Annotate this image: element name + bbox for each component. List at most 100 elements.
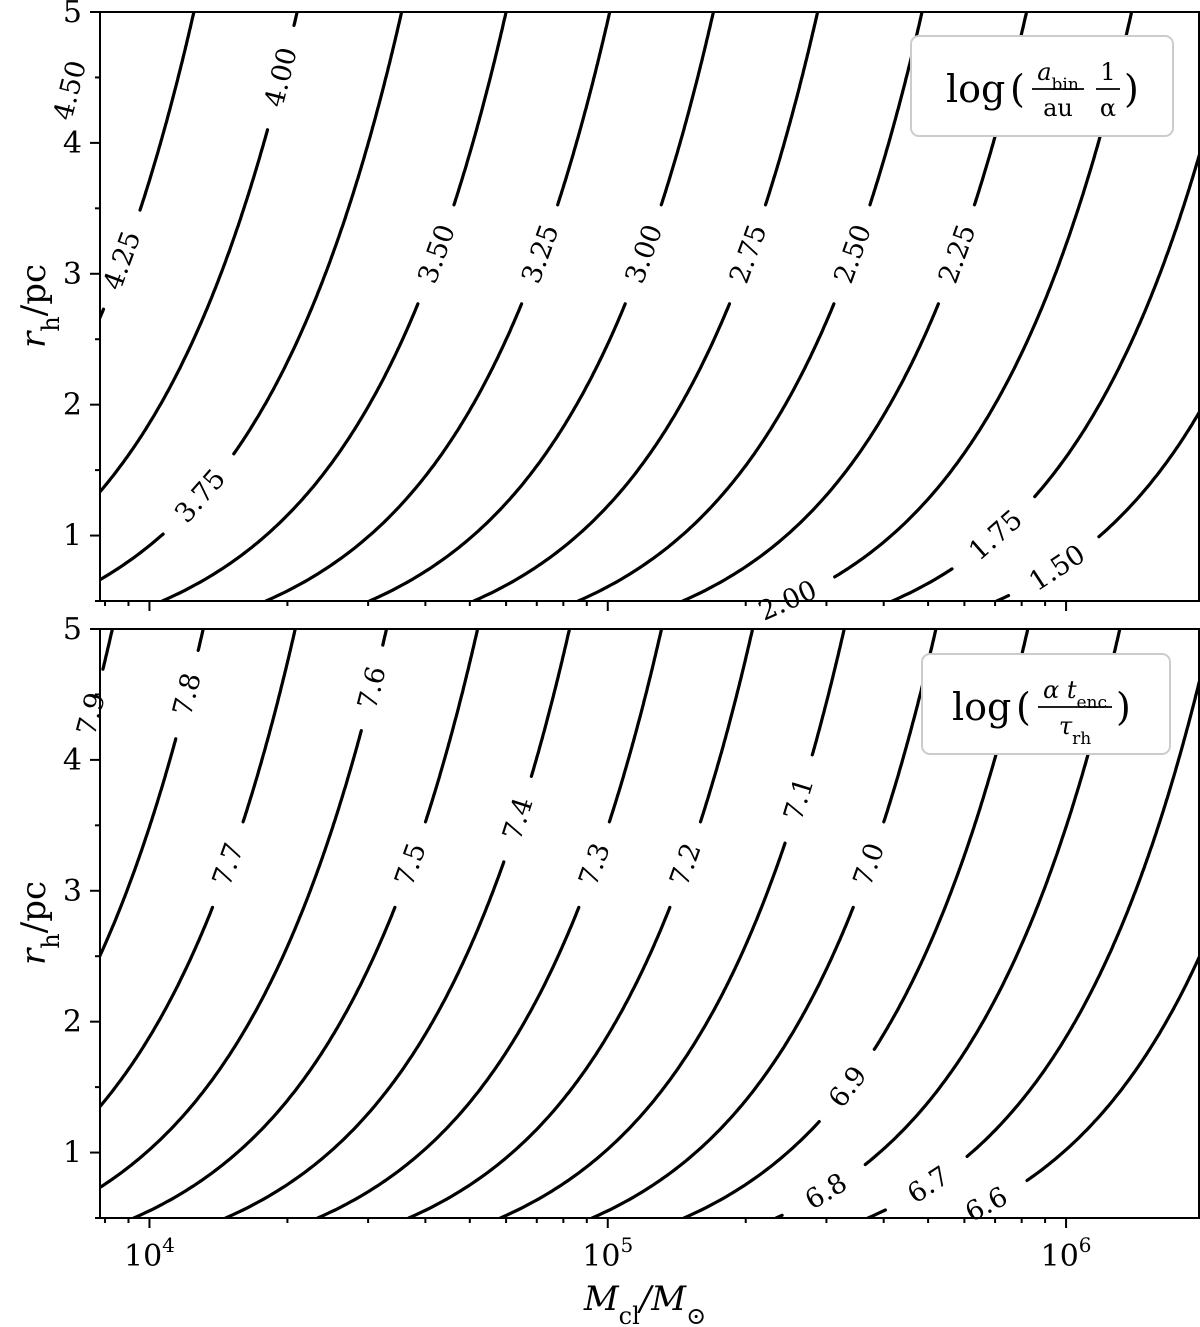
contour-label-7.2: 7.2 [664,839,708,890]
contour-label-7.6: 7.6 [352,663,393,712]
top-legend-log: log [946,67,1005,111]
contour-line-7.0-seg0 [590,905,855,1218]
contour-line-7.5-seg0 [132,905,397,1218]
top-legend-numerator: abin [1037,58,1079,95]
contour-line-3.00-seg1 [659,12,715,207]
contour-line-6.7-seg1 [965,676,1199,1158]
bottom-legend-box [921,653,1171,755]
bottom-legend-log: log [952,685,1011,729]
contour-line-7.8-seg0 [100,737,178,960]
contour-line-7.7-seg1 [241,629,297,824]
contour-line-1.50-seg1 [1097,409,1199,539]
contour-line-3.00-seg0 [368,302,627,601]
y-tick-label-5: 5 [63,612,82,647]
bottom-contour-lines [100,629,1199,1218]
contour-label-2.25: 2.25 [933,221,983,288]
contour-line-7.4-seg0 [224,860,506,1218]
contour-label-4.25: 4.25 [98,227,148,294]
contour-line-7.2-seg1 [698,629,755,824]
contour-label-4.50: 4.50 [48,58,93,124]
contour-line-4.50-seg1 [83,12,89,39]
contour-line-7.4-seg1 [529,629,572,778]
contour-label-3.50: 3.50 [412,221,462,288]
contour-line-7.6-seg1 [381,629,389,647]
y-tick-label-2: 2 [63,1005,82,1040]
top-legend-paren-close: ) [1124,67,1139,111]
top-legend-denominator: au [1043,94,1073,122]
bottom-legend-denominator: τrh [1059,712,1091,749]
contour-label-3.75: 3.75 [169,463,232,529]
x-tick-label-4: 104 [124,1233,175,1274]
contour-line-7.3-seg1 [607,629,664,824]
top-plot-frame [99,11,1200,602]
bottom-y-axis-label: rh/pc [14,881,65,965]
contour-label-7.8: 7.8 [167,670,208,719]
y-tick-label-1: 1 [63,1136,82,1171]
contour-line-7.1-seg1 [810,629,846,757]
contour-line-4.25-seg0 [100,307,106,322]
contour-line-3.25-seg1 [556,12,612,207]
y-tick-label-1: 1 [63,519,82,554]
contour-line-7.1-seg0 [498,841,787,1218]
contour-label-3.00: 3.00 [620,221,670,288]
bottom-legend-paren-open: ( [1016,685,1031,729]
contour-line-3.50-seg0 [160,302,420,601]
contour-line-7.9-seg1 [101,629,114,671]
x-tick-label-5: 105 [582,1233,633,1274]
contour-line-3.75-seg0 [100,532,165,582]
bottom-plot-frame [99,628,1200,1219]
top-legend-box [910,35,1174,137]
y-tick-label-5: 5 [63,0,82,30]
contour-line-2.25-seg0 [681,302,940,601]
contour-label-2.50: 2.50 [828,221,878,288]
contour-line-7.7-seg0 [100,905,215,1109]
y-tick-label-4: 4 [63,743,82,778]
y-tick-label-2: 2 [63,388,82,423]
contour-label-7.7: 7.7 [207,839,251,890]
contour-label-7.5: 7.5 [389,839,433,890]
contour-line-3.25-seg0 [264,302,524,601]
contour-line-4.00-seg1 [292,12,299,27]
contour-line-7.2-seg0 [407,905,672,1218]
bottom-axis-ticks [90,628,1068,1228]
contour-label-6.9: 6.9 [823,1061,874,1114]
contour-line-4.25-seg1 [138,12,196,212]
top-legend-factor-denominator: α [1100,94,1116,122]
contour-line-2.75-seg1 [763,12,820,207]
y-tick-label-3: 3 [63,874,82,909]
top-y-tick-labels: 1 2 3 4 5 [63,0,82,554]
contour-line-6.9-seg0 [682,1120,821,1218]
contour-line-7.5-seg1 [423,629,480,824]
bottom-x-tick-labels: 104 105 106 [124,1233,1092,1274]
y-tick-label-3: 3 [63,257,82,292]
top-legend: log ( abin au 1 α ) [910,35,1174,137]
y-tick-label-4: 4 [63,126,82,161]
contour-label-6.8: 6.8 [800,1167,853,1216]
contour-line-7.8-seg1 [196,629,205,652]
bottom-legend-paren-close: ) [1116,685,1131,729]
x-tick-label-6: 106 [1041,1233,1092,1274]
top-contour-lines [0,12,1199,601]
contour-line-3.75-seg1 [232,12,404,456]
contour-line-4.50-seg0 [0,143,56,601]
contour-label-7.4: 7.4 [497,794,540,844]
contour-label-4.00: 4.00 [259,44,304,110]
top-axis-ticks [90,11,1068,611]
contour-line-7.6-seg0 [100,729,363,1190]
top-y-axis-label: rh/pc [14,264,65,348]
contour-label-1.50: 1.50 [1024,539,1091,598]
contour-line-2.75-seg0 [472,302,732,601]
bottom-y-tick-labels: 1 2 3 4 5 [63,612,82,1171]
bottom-contour-panel: 7.9 7.8 7.7 7.6 7.5 7.4 7.3 7.2 7.1 7.0 6.9 6.8 6.7 6… [14,612,1200,1327]
contour-label-2.75: 2.75 [724,221,774,288]
contour-line-1.75-seg0 [890,567,954,601]
bottom-legend: log ( α tenc τrh ) [921,653,1171,755]
contour-label-6.6: 6.6 [960,1181,1012,1228]
bottom-contour-labels: 7.9 7.8 7.7 7.6 7.5 7.4 7.3 7.2 7.1 7.0 6.9 6.8 6.7 6… [71,663,1013,1228]
top-legend-factor-numerator: 1 [1100,58,1115,86]
contour-line-6.6-seg0 [1025,953,1199,1183]
contour-label-6.7: 6.7 [902,1161,955,1210]
contour-label-7.3: 7.3 [573,839,617,890]
contour-line-2.50-seg0 [576,302,836,601]
